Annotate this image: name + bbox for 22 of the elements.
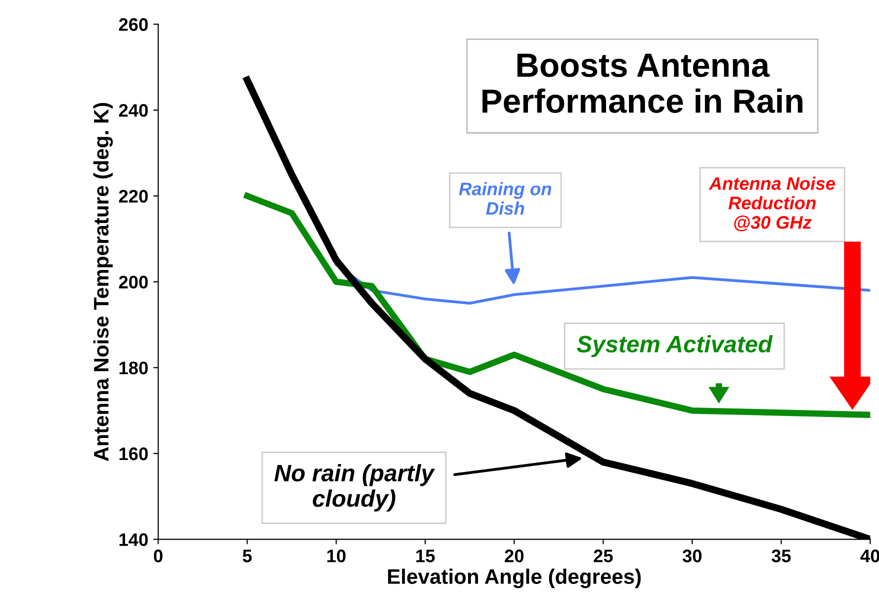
x-tick-label: 10	[327, 550, 346, 562]
y-tick-label: 140	[120, 533, 148, 546]
x-tick-label: 0	[154, 550, 162, 562]
annotation: No rain (partly cloudy)	[274, 464, 436, 512]
y-tick-label: 200	[119, 276, 148, 289]
annotation: System Activated	[576, 335, 773, 358]
x-tick-label: 30	[682, 550, 702, 562]
x-tick-label: 15	[416, 550, 435, 562]
y-tick-label: 180	[120, 362, 148, 374]
x-tick-label: 25	[594, 550, 613, 562]
y-tick-label: 260	[119, 18, 148, 31]
x-tick-label: 20	[504, 550, 524, 562]
annotation: Raining on Dish	[459, 182, 552, 215]
y-tick-label: 160	[120, 447, 148, 460]
y-axis-title: Antenna Noise Temperature (deg. K)	[93, 103, 113, 462]
text: Boosts Antenna Performance in Rain	[482, 54, 802, 113]
annotation: Antenna Noise Reduction @30 GHz	[708, 176, 836, 232]
x-tick-label: 35	[772, 550, 791, 562]
y-tick-label: 220	[119, 190, 148, 203]
y-tick-label: 240	[119, 104, 148, 117]
x-tick-label: 5	[242, 550, 252, 562]
x-axis-title: Elevation Angle (degrees)	[388, 568, 641, 588]
